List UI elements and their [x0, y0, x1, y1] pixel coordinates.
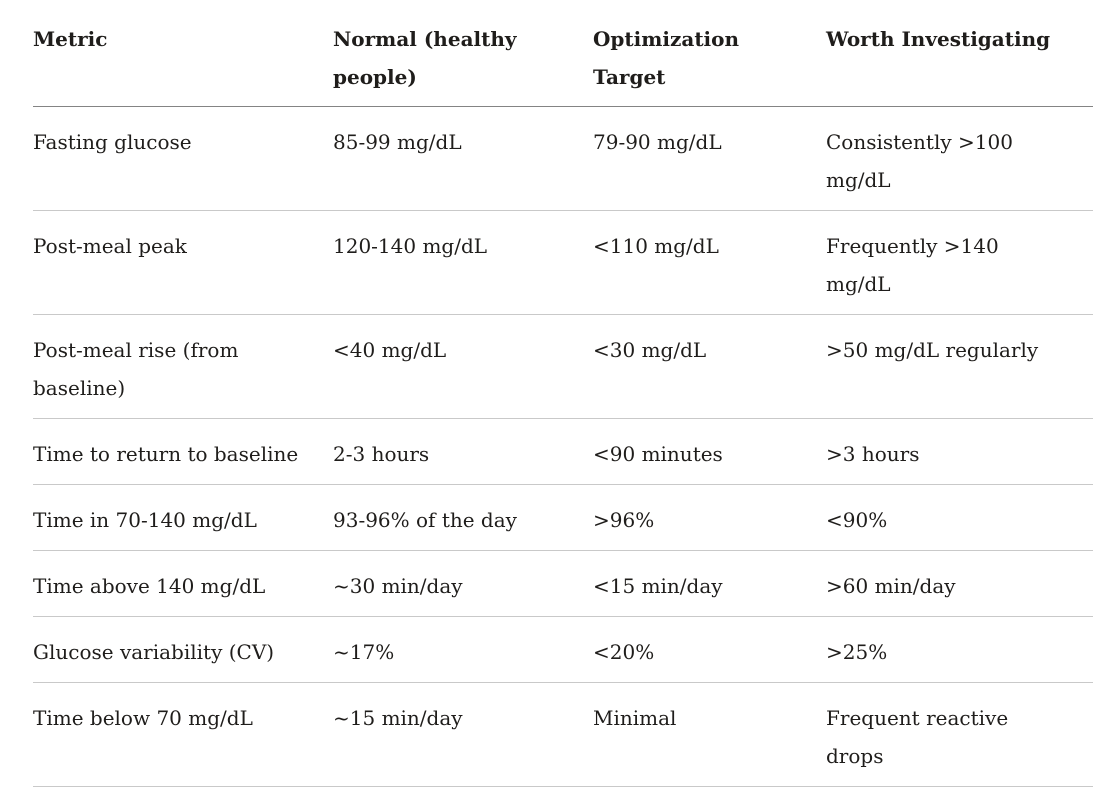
cell-normal: ~15 min/day: [333, 682, 593, 787]
table-row: Post-meal peak 120-140 mg/dL <110 mg/dL …: [33, 210, 1093, 315]
table-row: Time to return to baseline 2-3 hours <90…: [33, 418, 1093, 485]
cell-worth-investigating: Consistently >100 mg/dL: [826, 106, 1093, 211]
cell-metric: Time below 70 mg/dL: [33, 682, 333, 787]
cell-optimization-target: <110 mg/dL: [593, 210, 826, 315]
cell-worth-investigating: >50 mg/dL regularly: [826, 314, 1093, 419]
cell-metric: Time to return to baseline: [33, 418, 333, 485]
cell-optimization-target: <90 minutes: [593, 418, 826, 485]
cell-metric: Fasting glucose: [33, 106, 333, 211]
cell-worth-investigating: >60 min/day: [826, 550, 1093, 617]
table-row: Fasting glucose 85-99 mg/dL 79-90 mg/dL …: [33, 106, 1093, 211]
cell-normal: <40 mg/dL: [333, 314, 593, 419]
cell-worth-investigating: >25%: [826, 616, 1093, 683]
cell-worth-investigating: >3 hours: [826, 418, 1093, 485]
cell-normal: 120-140 mg/dL: [333, 210, 593, 315]
cell-metric: Time in 70-140 mg/dL: [33, 484, 333, 551]
cell-worth-investigating: <90%: [826, 484, 1093, 551]
cell-optimization-target: <15 min/day: [593, 550, 826, 617]
page: Metric Normal (healthy people) Optimizat…: [0, 20, 1098, 806]
column-header-worth-investigating: Worth Investigating: [826, 20, 1093, 107]
column-header-metric: Metric: [33, 20, 333, 107]
cell-optimization-target: >96%: [593, 484, 826, 551]
table-row: Time above 140 mg/dL ~30 min/day <15 min…: [33, 550, 1093, 617]
cell-optimization-target: 79-90 mg/dL: [593, 106, 826, 211]
cell-worth-investigating: Frequent reactive drops: [826, 682, 1093, 787]
column-header-optimization-target: Optimization Target: [593, 20, 826, 107]
cell-normal: ~17%: [333, 616, 593, 683]
table-row: Time in 70-140 mg/dL 93-96% of the day >…: [33, 484, 1093, 551]
table-row: Time below 70 mg/dL ~15 min/day Minimal …: [33, 682, 1093, 787]
cell-metric: Post-meal peak: [33, 210, 333, 315]
cell-worth-investigating: Frequently >140 mg/dL: [826, 210, 1093, 315]
cell-optimization-target: Minimal: [593, 682, 826, 787]
cell-normal: ~30 min/day: [333, 550, 593, 617]
cell-optimization-target: <30 mg/dL: [593, 314, 826, 419]
column-header-normal: Normal (healthy people): [333, 20, 593, 107]
table-row: Post-meal rise (from baseline) <40 mg/dL…: [33, 314, 1093, 419]
cell-normal: 93-96% of the day: [333, 484, 593, 551]
table-header-row: Metric Normal (healthy people) Optimizat…: [33, 20, 1093, 107]
cell-metric: Post-meal rise (from baseline): [33, 314, 333, 419]
cell-metric: Time above 140 mg/dL: [33, 550, 333, 617]
cell-metric: Glucose variability (CV): [33, 616, 333, 683]
table-row: Glucose variability (CV) ~17% <20% >25%: [33, 616, 1093, 683]
cell-normal: 85-99 mg/dL: [333, 106, 593, 211]
glucose-metrics-table: Metric Normal (healthy people) Optimizat…: [33, 20, 1093, 787]
cell-normal: 2-3 hours: [333, 418, 593, 485]
cell-optimization-target: <20%: [593, 616, 826, 683]
